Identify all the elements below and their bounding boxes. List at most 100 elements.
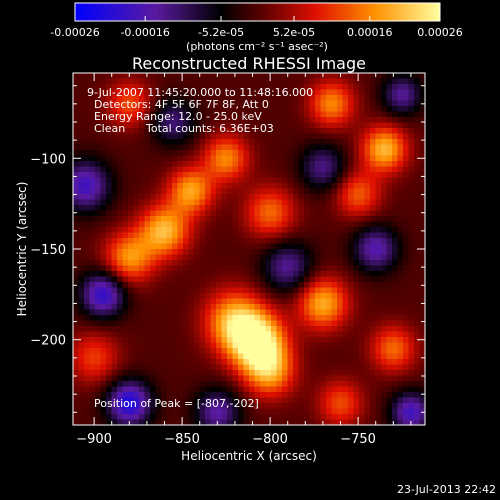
heatmap-cell: [188, 227, 195, 233]
heatmap-cell: [216, 419, 222, 425]
heatmap-cell: [364, 89, 371, 96]
heatmap-cell: [337, 271, 343, 277]
heatmap-cell: [254, 342, 261, 349]
x-tick-label: −850: [164, 432, 200, 447]
heatmap-cell: [359, 414, 365, 420]
heatmap-cell: [353, 293, 360, 299]
heatmap-cell: [232, 84, 239, 90]
heatmap-cell: [282, 227, 288, 233]
heatmap-cell: [287, 194, 294, 200]
heatmap-cell: [78, 95, 85, 101]
heatmap-cell: [386, 210, 393, 217]
heatmap-cell: [392, 243, 398, 250]
heatmap-cell: [177, 183, 184, 189]
heatmap-cell: [100, 320, 107, 327]
heatmap-cell: [139, 166, 145, 173]
heatmap-cell: [293, 78, 299, 85]
heatmap-cell: [111, 315, 118, 321]
heatmap-cell: [414, 309, 420, 316]
heatmap-cell: [128, 381, 134, 387]
heatmap-cell: [128, 353, 134, 360]
heatmap-cell: [144, 304, 151, 310]
heatmap-cell: [122, 249, 129, 255]
heatmap-cell: [188, 260, 195, 266]
heatmap-cell: [243, 370, 250, 376]
heatmap-cell: [183, 375, 189, 382]
heatmap-cell: [139, 397, 145, 404]
heatmap-cell: [100, 106, 107, 112]
heatmap-cell: [293, 161, 299, 167]
heatmap-cell: [293, 183, 299, 189]
heatmap-cell: [408, 408, 415, 415]
heatmap-cell: [408, 320, 415, 327]
heatmap-cell: [309, 381, 316, 387]
heatmap-cell: [128, 199, 134, 206]
heatmap-cell: [232, 128, 239, 134]
heatmap-cell: [84, 353, 90, 360]
heatmap-cell: [414, 342, 420, 349]
heatmap-cell: [133, 139, 140, 145]
heatmap-cell: [271, 84, 277, 90]
heatmap-cell: [348, 161, 354, 167]
heatmap-cell: [364, 282, 371, 288]
heatmap-cell: [232, 238, 239, 244]
heatmap-cell: [397, 392, 404, 398]
heatmap-cell: [155, 408, 162, 415]
heatmap-cell: [265, 353, 272, 360]
heatmap-cell: [386, 139, 393, 145]
heatmap-cell: [95, 84, 101, 90]
heatmap-cell: [370, 298, 376, 305]
heatmap-cell: [320, 271, 327, 277]
heatmap-cell: [414, 331, 420, 338]
heatmap-cell: [106, 326, 112, 332]
heatmap-cell: [100, 386, 107, 393]
heatmap-cell: [150, 397, 156, 404]
heatmap-cell: [315, 144, 321, 151]
heatmap-cell: [100, 408, 107, 415]
heatmap-cell: [386, 260, 393, 266]
heatmap-cell: [381, 78, 387, 85]
heatmap-cell: [375, 320, 382, 327]
heatmap-cell: [364, 166, 371, 173]
heatmap-cell: [282, 419, 288, 425]
heatmap-cell: [238, 133, 244, 140]
heatmap-cell: [260, 243, 266, 250]
heatmap-cell: [166, 364, 173, 371]
heatmap-cell: [326, 304, 332, 310]
heatmap-cell: [315, 139, 321, 145]
heatmap-cell: [326, 419, 332, 425]
heatmap-cell: [254, 260, 261, 266]
heatmap-cell: [84, 254, 90, 261]
heatmap-cell: [227, 78, 233, 85]
colorbar-tick-label: 0.00026: [417, 26, 463, 39]
heatmap-cell: [326, 199, 332, 206]
heatmap-cell: [183, 381, 189, 387]
heatmap-cell: [298, 293, 305, 299]
heatmap-cell: [205, 106, 211, 112]
heatmap-cell: [78, 210, 85, 217]
heatmap-cell: [188, 386, 195, 393]
heatmap-cell: [298, 370, 305, 376]
heatmap-cell: [397, 95, 404, 101]
heatmap-cell: [265, 238, 272, 244]
heatmap-cell: [172, 265, 178, 272]
heatmap-cell: [249, 315, 255, 321]
heatmap-cell: [73, 359, 79, 365]
heatmap-cell: [315, 282, 321, 288]
heatmap-cell: [397, 155, 404, 162]
heatmap-cell: [172, 419, 178, 425]
heatmap-cell: [265, 309, 272, 316]
heatmap-cell: [419, 260, 425, 266]
heatmap-cell: [150, 122, 156, 129]
heatmap-cell: [414, 293, 420, 299]
heatmap-cell: [414, 106, 420, 112]
heatmap-cell: [95, 249, 101, 255]
heatmap-cell: [155, 276, 162, 283]
heatmap-cell: [161, 287, 167, 294]
heatmap-cell: [408, 276, 415, 283]
heatmap-cell: [150, 326, 156, 332]
heatmap-cell: [161, 381, 167, 387]
heatmap-cell: [183, 111, 189, 118]
heatmap-cell: [221, 128, 228, 134]
heatmap-cell: [254, 265, 261, 272]
